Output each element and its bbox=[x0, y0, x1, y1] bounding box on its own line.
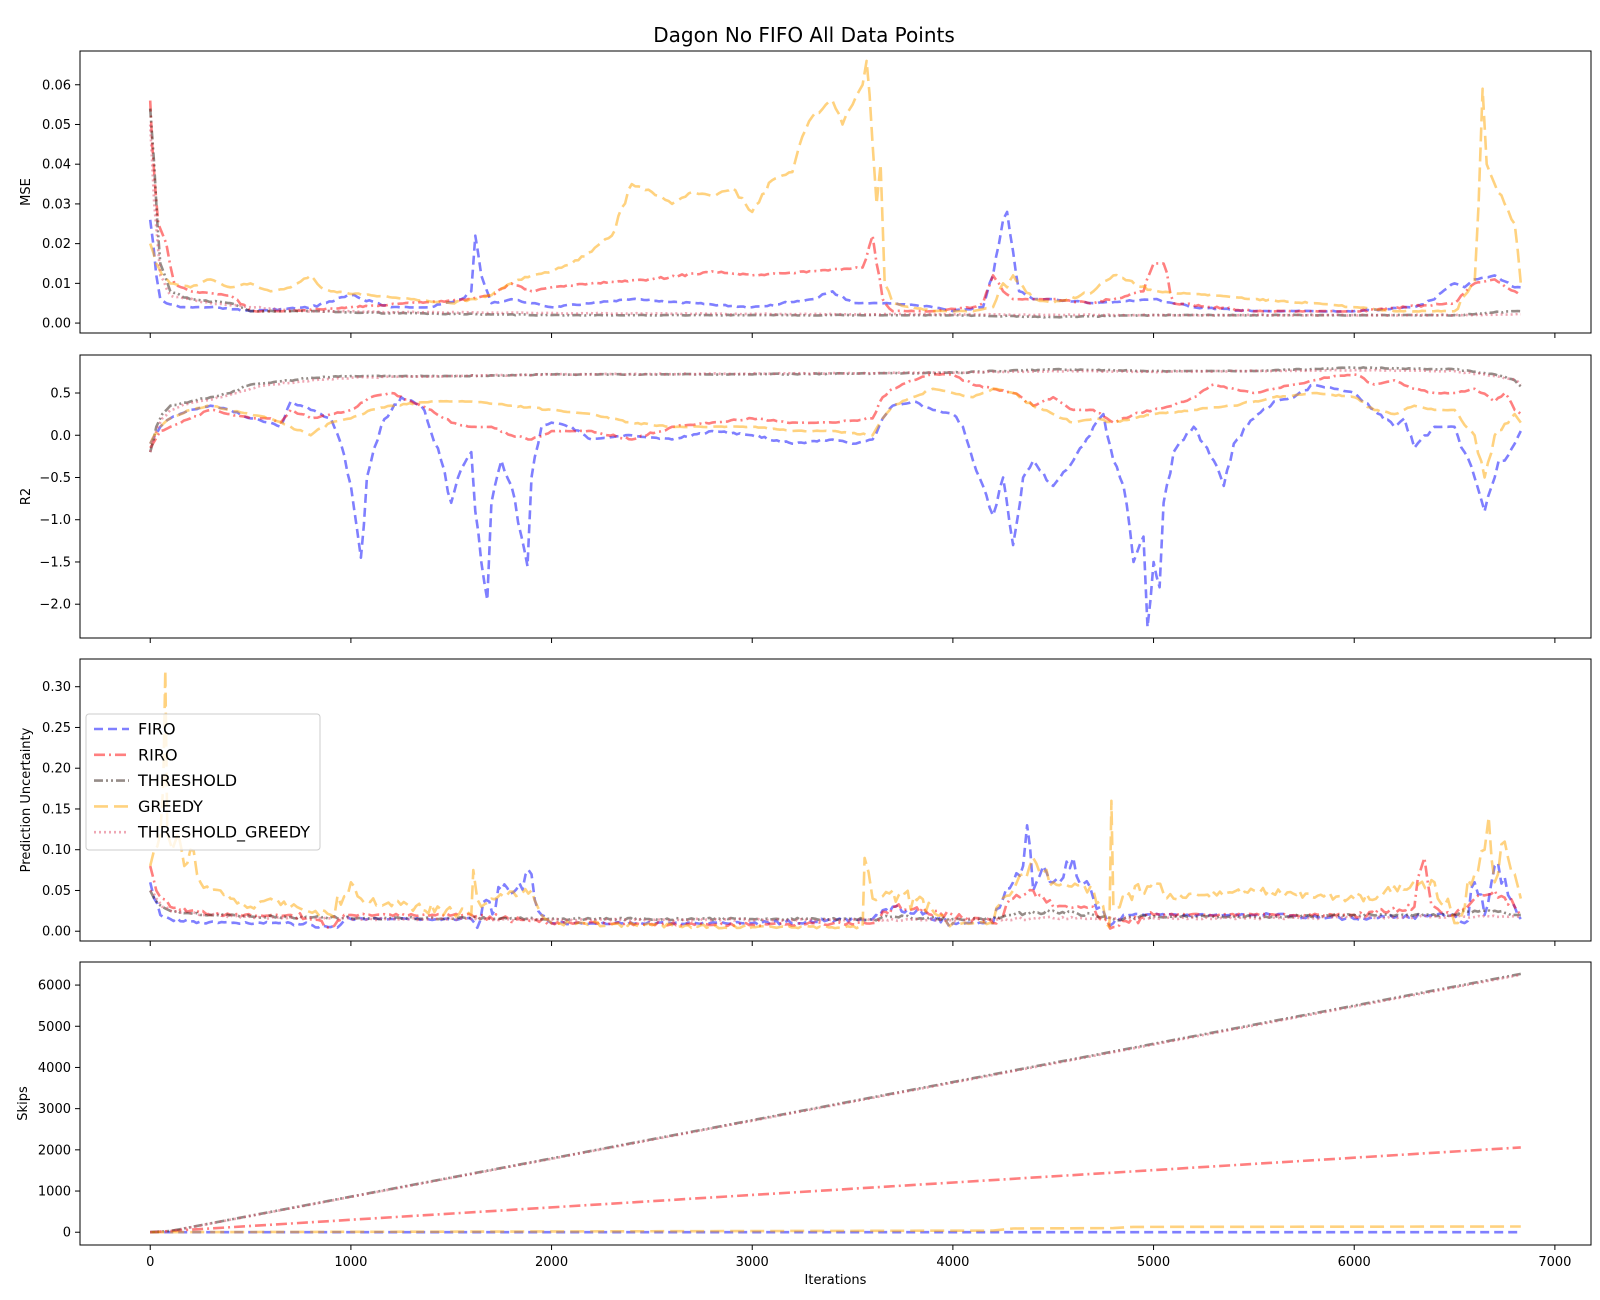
panel-3: 0.00 0.05 0.10 0.15 0.20 0.25 0.30 Prediction U… bbox=[19, 658, 1592, 946]
y-tick-label: −1.0 bbox=[39, 513, 71, 528]
x-tick-label: 5000 bbox=[1137, 1255, 1170, 1270]
x-axis-label: Iterations bbox=[805, 1273, 867, 1288]
y-tick-label: −1.5 bbox=[39, 555, 71, 570]
y-tick-label: 0.00 bbox=[42, 317, 71, 332]
y-axis-label: MSE bbox=[19, 178, 34, 206]
series-line-firo bbox=[148, 210, 1521, 313]
series-line-threshold bbox=[148, 108, 1521, 319]
series-group bbox=[148, 59, 1523, 319]
panel-2: −2.0 −1.5 −1.0 −0.5 0.0 0.5 R2 bbox=[19, 354, 1592, 643]
x-tick-label: 7000 bbox=[1538, 1255, 1571, 1270]
axes-frame bbox=[79, 354, 1592, 639]
y-axis-label: Skips bbox=[16, 1086, 31, 1121]
y-tick-label: 0.03 bbox=[42, 197, 71, 212]
series-line-riro bbox=[150, 1146, 1521, 1234]
x-tick-label: 6000 bbox=[1338, 1255, 1371, 1270]
y-tick-label: −0.5 bbox=[39, 471, 71, 486]
y-tick-label: 0.04 bbox=[42, 158, 71, 173]
legend-label-firo: FIRO bbox=[138, 720, 176, 739]
y-tick-label: 3000 bbox=[38, 1102, 71, 1117]
y-tick-label: 0.0 bbox=[50, 429, 71, 444]
axes-frame bbox=[79, 50, 1592, 334]
series-line-threshold-greedy bbox=[148, 124, 1521, 317]
y-tick-label: 0.10 bbox=[42, 843, 71, 858]
series-line-greedy bbox=[150, 1225, 1521, 1234]
legend: FIRO RIRO THRESHOLD GREEDY THRESHOLD_GREEDY bbox=[85, 713, 321, 851]
y-tick-label: 0.02 bbox=[42, 237, 71, 252]
legend-box bbox=[85, 713, 321, 851]
y-tick-label: 0.30 bbox=[42, 680, 71, 695]
panel-4: 0 1000 2000 3000 4000 5000 6000 0 1000 2000 3000 40… bbox=[16, 961, 1592, 1288]
y-tick-label: 0 bbox=[63, 1226, 71, 1241]
x-tick-label: 2000 bbox=[535, 1255, 568, 1270]
series-line-riro bbox=[148, 856, 1522, 930]
series-line-threshold bbox=[148, 366, 1522, 453]
series-line-threshold-greedy bbox=[149, 889, 1521, 923]
y-tick-label: 5000 bbox=[38, 1020, 71, 1035]
legend-label-threshold: THRESHOLD bbox=[137, 771, 237, 790]
y-tick-label: 6000 bbox=[38, 979, 71, 994]
y-tick-label: 0.25 bbox=[42, 721, 71, 736]
y-tick-label: 1000 bbox=[38, 1185, 71, 1200]
panel-1: 0.00 0.01 0.02 0.03 0.04 0.05 0.06 MSE bbox=[19, 50, 1592, 338]
y-tick-label: 4000 bbox=[38, 1061, 71, 1076]
series-group bbox=[150, 972, 1522, 1234]
series-line-riro bbox=[149, 372, 1522, 449]
chart-panels: 0.000.010.020.030.040.050.06MSE−2.0−1.5−… bbox=[16, 50, 1592, 1288]
series-line-greedy bbox=[148, 669, 1523, 930]
legend-label-threshold-greedy: THRESHOLD_GREEDY bbox=[137, 823, 310, 843]
legend-label-greedy: GREEDY bbox=[138, 797, 203, 816]
y-tick-label: 0.05 bbox=[42, 884, 71, 899]
x-tick-label: 3000 bbox=[736, 1255, 769, 1270]
legend-label-riro: RIRO bbox=[138, 745, 178, 764]
series-line-greedy bbox=[149, 387, 1522, 479]
y-tick-label: 0.01 bbox=[42, 277, 71, 292]
x-tick-label: 1000 bbox=[334, 1255, 367, 1270]
y-tick-label: 0.05 bbox=[42, 118, 71, 133]
x-tick-label: 0 bbox=[146, 1255, 154, 1270]
y-tick-label: 0.20 bbox=[42, 762, 71, 777]
y-tick-label: −2.0 bbox=[39, 598, 71, 613]
y-tick-label: 0.15 bbox=[42, 802, 71, 817]
axes-frame bbox=[79, 658, 1592, 942]
series-group bbox=[148, 669, 1523, 930]
series-line-threshold-greedy bbox=[150, 973, 1522, 1234]
x-tick-label: 4000 bbox=[936, 1255, 969, 1270]
y-axis-label: R2 bbox=[19, 488, 34, 505]
y-axis-label: Prediction Uncertainty bbox=[19, 727, 34, 872]
y-tick-label: 0.06 bbox=[42, 78, 71, 93]
y-tick-label: 0.00 bbox=[42, 925, 71, 940]
series-group bbox=[148, 366, 1522, 629]
y-tick-label: 0.5 bbox=[50, 387, 71, 402]
series-line-riro bbox=[148, 100, 1522, 313]
axes-frame bbox=[79, 961, 1592, 1246]
y-tick-label: 2000 bbox=[38, 1143, 71, 1158]
figure-title: Dagon No FIFO All Data Points bbox=[653, 23, 955, 47]
series-line-firo bbox=[149, 383, 1522, 629]
